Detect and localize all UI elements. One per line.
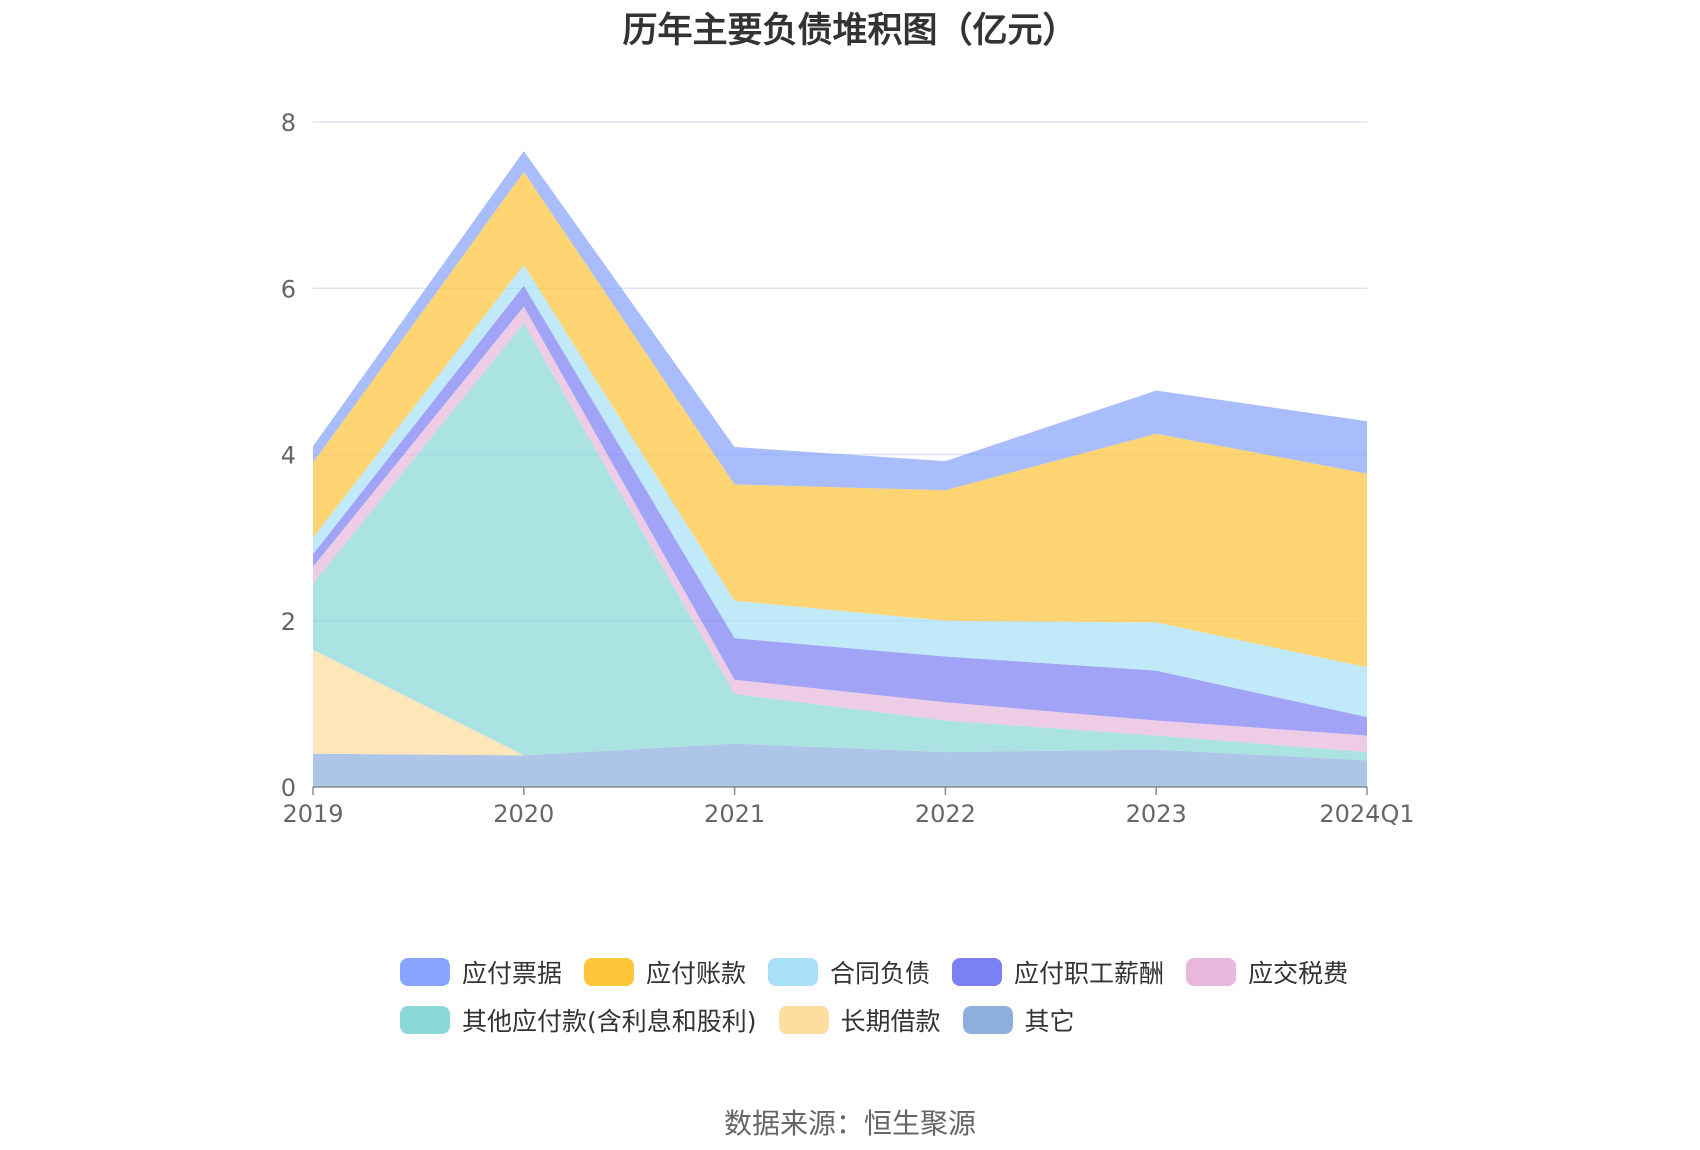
series-area [313, 649, 1367, 761]
legend-row-1: 应付票据 应付账款 合同负债 应付职工薪酬 应交税费 [400, 952, 1370, 992]
axes: 0 2 4 6 8 2019 2020 2021 2022 2023 2024Q1 [281, 109, 1415, 828]
x-tick-label: 2019 [282, 800, 343, 828]
series-area [313, 264, 1367, 718]
legend-label: 应付职工薪酬 [1014, 959, 1165, 988]
legend-swatch [1186, 958, 1237, 986]
legend-label: 长期借款 [840, 1007, 941, 1036]
legend-swatch [400, 1006, 450, 1034]
data-source: 数据来源：恒生聚源 [723, 1107, 976, 1140]
x-tick-label: 2020 [493, 800, 554, 828]
y-tick-label: 4 [281, 442, 296, 470]
legend-swatch [952, 958, 1003, 986]
legend-swatch [400, 958, 450, 986]
x-tick-label: 2024Q1 [1319, 800, 1414, 828]
y-tick-label: 2 [281, 608, 296, 636]
legend-item[interactable]: 其它 [962, 1002, 1075, 1038]
legend-item[interactable]: 应付票据 [400, 954, 562, 990]
legend-label: 应付票据 [462, 959, 563, 988]
series-areas [313, 151, 1367, 787]
legend-item[interactable]: 其他应付款(含利息和股利) [400, 1002, 757, 1038]
series-area [313, 171, 1367, 668]
legend-swatch [778, 1006, 829, 1034]
x-tick-label: 2023 [1126, 800, 1187, 828]
legend-item[interactable]: 长期借款 [778, 1002, 941, 1038]
legend-swatch [962, 1006, 1013, 1034]
y-tick-label: 8 [281, 109, 296, 137]
legend-label: 应付账款 [646, 959, 747, 988]
legend-label: 其它 [1024, 1007, 1075, 1036]
legend-swatch [768, 958, 819, 986]
series-area [313, 743, 1367, 787]
x-tick-label: 2021 [704, 800, 765, 828]
chart-title: 历年主要负债堆积图（亿元） [622, 11, 1078, 51]
legend-row-2: 其他应付款(含利息和股利) 长期借款 其它 [400, 1000, 1097, 1040]
x-tick-label: 2022 [915, 800, 976, 828]
legend-label: 合同负债 [830, 959, 931, 988]
series-area [313, 285, 1367, 736]
legend-swatch [584, 958, 635, 986]
y-tick-label: 6 [281, 275, 296, 303]
legend-label: 应交税费 [1248, 959, 1349, 988]
series-area [313, 323, 1367, 761]
legend-item[interactable]: 应付账款 [584, 954, 746, 990]
legend-item[interactable]: 应交税费 [1186, 954, 1348, 990]
legend-label: 其他应付款(含利息和股利) [462, 1007, 757, 1036]
y-tick-label: 0 [281, 774, 296, 802]
legend-item[interactable]: 应付职工薪酬 [952, 954, 1164, 990]
legend-item[interactable]: 合同负债 [768, 954, 930, 990]
series-area [313, 151, 1367, 491]
